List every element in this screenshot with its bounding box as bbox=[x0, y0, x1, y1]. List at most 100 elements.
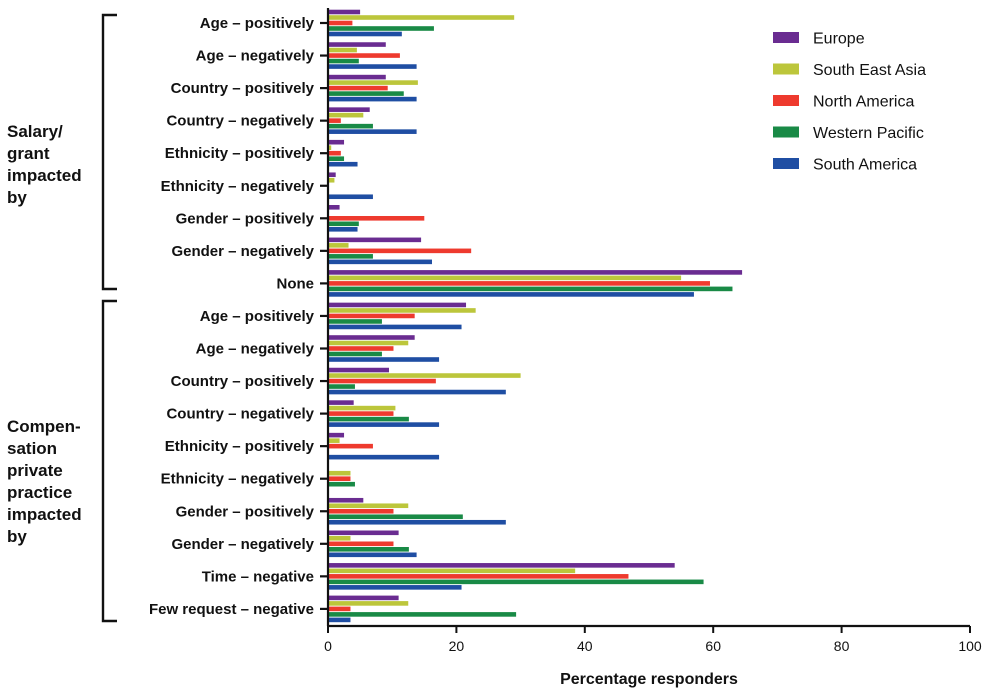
bar-north-america bbox=[328, 508, 394, 514]
bar-south-america bbox=[328, 519, 506, 525]
bar-south-east-asia bbox=[328, 503, 409, 509]
x-tick-label: 40 bbox=[577, 638, 593, 654]
bar-europe bbox=[328, 270, 743, 275]
x-tick-label: 0 bbox=[324, 638, 332, 654]
bar-south-east-asia bbox=[328, 470, 351, 476]
legend: Europe South East Asia North America Wester… bbox=[773, 31, 926, 174]
category-label: Ethnicity – positively bbox=[165, 145, 315, 162]
legend-swatch bbox=[773, 32, 799, 43]
bar-western-pacific bbox=[328, 384, 355, 389]
legend-label: North America bbox=[813, 94, 914, 111]
bar-south-east-asia bbox=[328, 438, 340, 443]
legend-label: South East Asia bbox=[813, 62, 926, 79]
bar-south-east-asia bbox=[328, 47, 357, 53]
bars bbox=[328, 9, 743, 623]
bar-south-america bbox=[328, 31, 402, 37]
bar-europe bbox=[328, 9, 361, 15]
bar-north-america bbox=[328, 85, 388, 91]
bar-south-america bbox=[328, 422, 440, 427]
bar-western-pacific bbox=[328, 286, 733, 292]
category-label: Country – positively bbox=[171, 373, 315, 390]
bar-south-america bbox=[328, 161, 358, 167]
bar-south-east-asia bbox=[328, 536, 351, 541]
bar-western-pacific bbox=[328, 579, 704, 585]
bar-north-america bbox=[328, 606, 351, 612]
bar-europe bbox=[328, 400, 354, 405]
bar-western-pacific bbox=[328, 58, 359, 64]
bar-north-america bbox=[328, 476, 351, 481]
category-label: Ethnicity – negatively bbox=[161, 471, 315, 488]
category-label: Country – negatively bbox=[166, 406, 314, 423]
x-tick-label: 20 bbox=[449, 638, 465, 654]
category-label: Country – positively bbox=[171, 80, 315, 97]
category-label: Gender – negatively bbox=[171, 243, 314, 260]
bar-western-pacific bbox=[328, 26, 434, 31]
legend-swatch bbox=[773, 158, 799, 169]
bar-south-america bbox=[328, 64, 417, 69]
bar-south-east-asia bbox=[328, 568, 576, 574]
legend-swatch bbox=[773, 95, 799, 106]
bar-south-east-asia bbox=[328, 308, 476, 313]
bar-north-america bbox=[328, 541, 394, 547]
bar-south-america bbox=[328, 96, 417, 102]
bar-europe bbox=[328, 367, 389, 373]
category-label: None bbox=[277, 275, 315, 292]
bar-south-america bbox=[328, 227, 358, 232]
category-label: Ethnicity – negatively bbox=[161, 178, 315, 195]
bar-north-america bbox=[328, 281, 710, 286]
bar-europe bbox=[328, 497, 364, 503]
legend-label: South America bbox=[813, 157, 917, 174]
legend-label: Western Pacific bbox=[813, 125, 924, 142]
bar-south-america bbox=[328, 357, 440, 362]
legend-swatch bbox=[773, 126, 799, 138]
bar-south-east-asia bbox=[328, 145, 332, 150]
group-bracket bbox=[101, 13, 117, 291]
bar-europe bbox=[328, 42, 386, 47]
category-label: Age – positively bbox=[200, 308, 315, 325]
bar-europe bbox=[328, 335, 415, 340]
category-label: Gender – negatively bbox=[171, 536, 314, 553]
bar-western-pacific bbox=[328, 123, 373, 129]
bar-europe bbox=[328, 563, 675, 568]
bar-north-america bbox=[328, 53, 400, 58]
bar-south-east-asia bbox=[328, 340, 409, 346]
bar-north-america bbox=[328, 443, 373, 449]
bar-europe bbox=[328, 74, 386, 80]
bar-south-east-asia bbox=[328, 405, 396, 411]
bar-europe bbox=[328, 172, 336, 178]
bar-western-pacific bbox=[328, 254, 373, 259]
bar-south-east-asia bbox=[328, 243, 349, 248]
bar-western-pacific bbox=[328, 416, 409, 422]
category-labels: Age – positively Age – negatively Country … bbox=[7, 13, 315, 623]
bar-south-america bbox=[328, 324, 462, 330]
bar-north-america bbox=[328, 411, 394, 416]
group-bracket bbox=[101, 299, 117, 623]
bar-south-east-asia bbox=[328, 275, 682, 281]
axes: 0 20 40 60 80 100 bbox=[320, 8, 982, 654]
bar-south-america bbox=[328, 129, 417, 134]
x-tick-label: 60 bbox=[705, 638, 721, 654]
bar-north-america bbox=[328, 574, 629, 579]
category-label: Age – negatively bbox=[196, 48, 315, 65]
x-axis-title: Percentage responders bbox=[560, 671, 738, 688]
x-tick-label: 80 bbox=[834, 638, 850, 654]
bar-south-east-asia bbox=[328, 373, 521, 378]
bar-western-pacific bbox=[328, 351, 382, 357]
bar-western-pacific bbox=[328, 547, 409, 552]
bar-europe bbox=[328, 107, 370, 112]
bar-western-pacific bbox=[328, 221, 359, 227]
bar-north-america bbox=[328, 313, 415, 319]
bar-south-america bbox=[328, 389, 506, 395]
category-label: Gender – positively bbox=[176, 210, 315, 227]
category-label: Ethnicity – positively bbox=[165, 438, 315, 455]
bar-western-pacific bbox=[328, 91, 404, 96]
bar-europe bbox=[328, 595, 399, 601]
category-label: Age – positively bbox=[200, 15, 315, 32]
bar-south-america bbox=[328, 259, 432, 265]
category-label: Gender – positively bbox=[176, 503, 315, 520]
bar-western-pacific bbox=[328, 612, 517, 617]
bar-europe bbox=[328, 432, 345, 438]
bar-south-america bbox=[328, 292, 694, 297]
bar-western-pacific bbox=[328, 319, 382, 324]
